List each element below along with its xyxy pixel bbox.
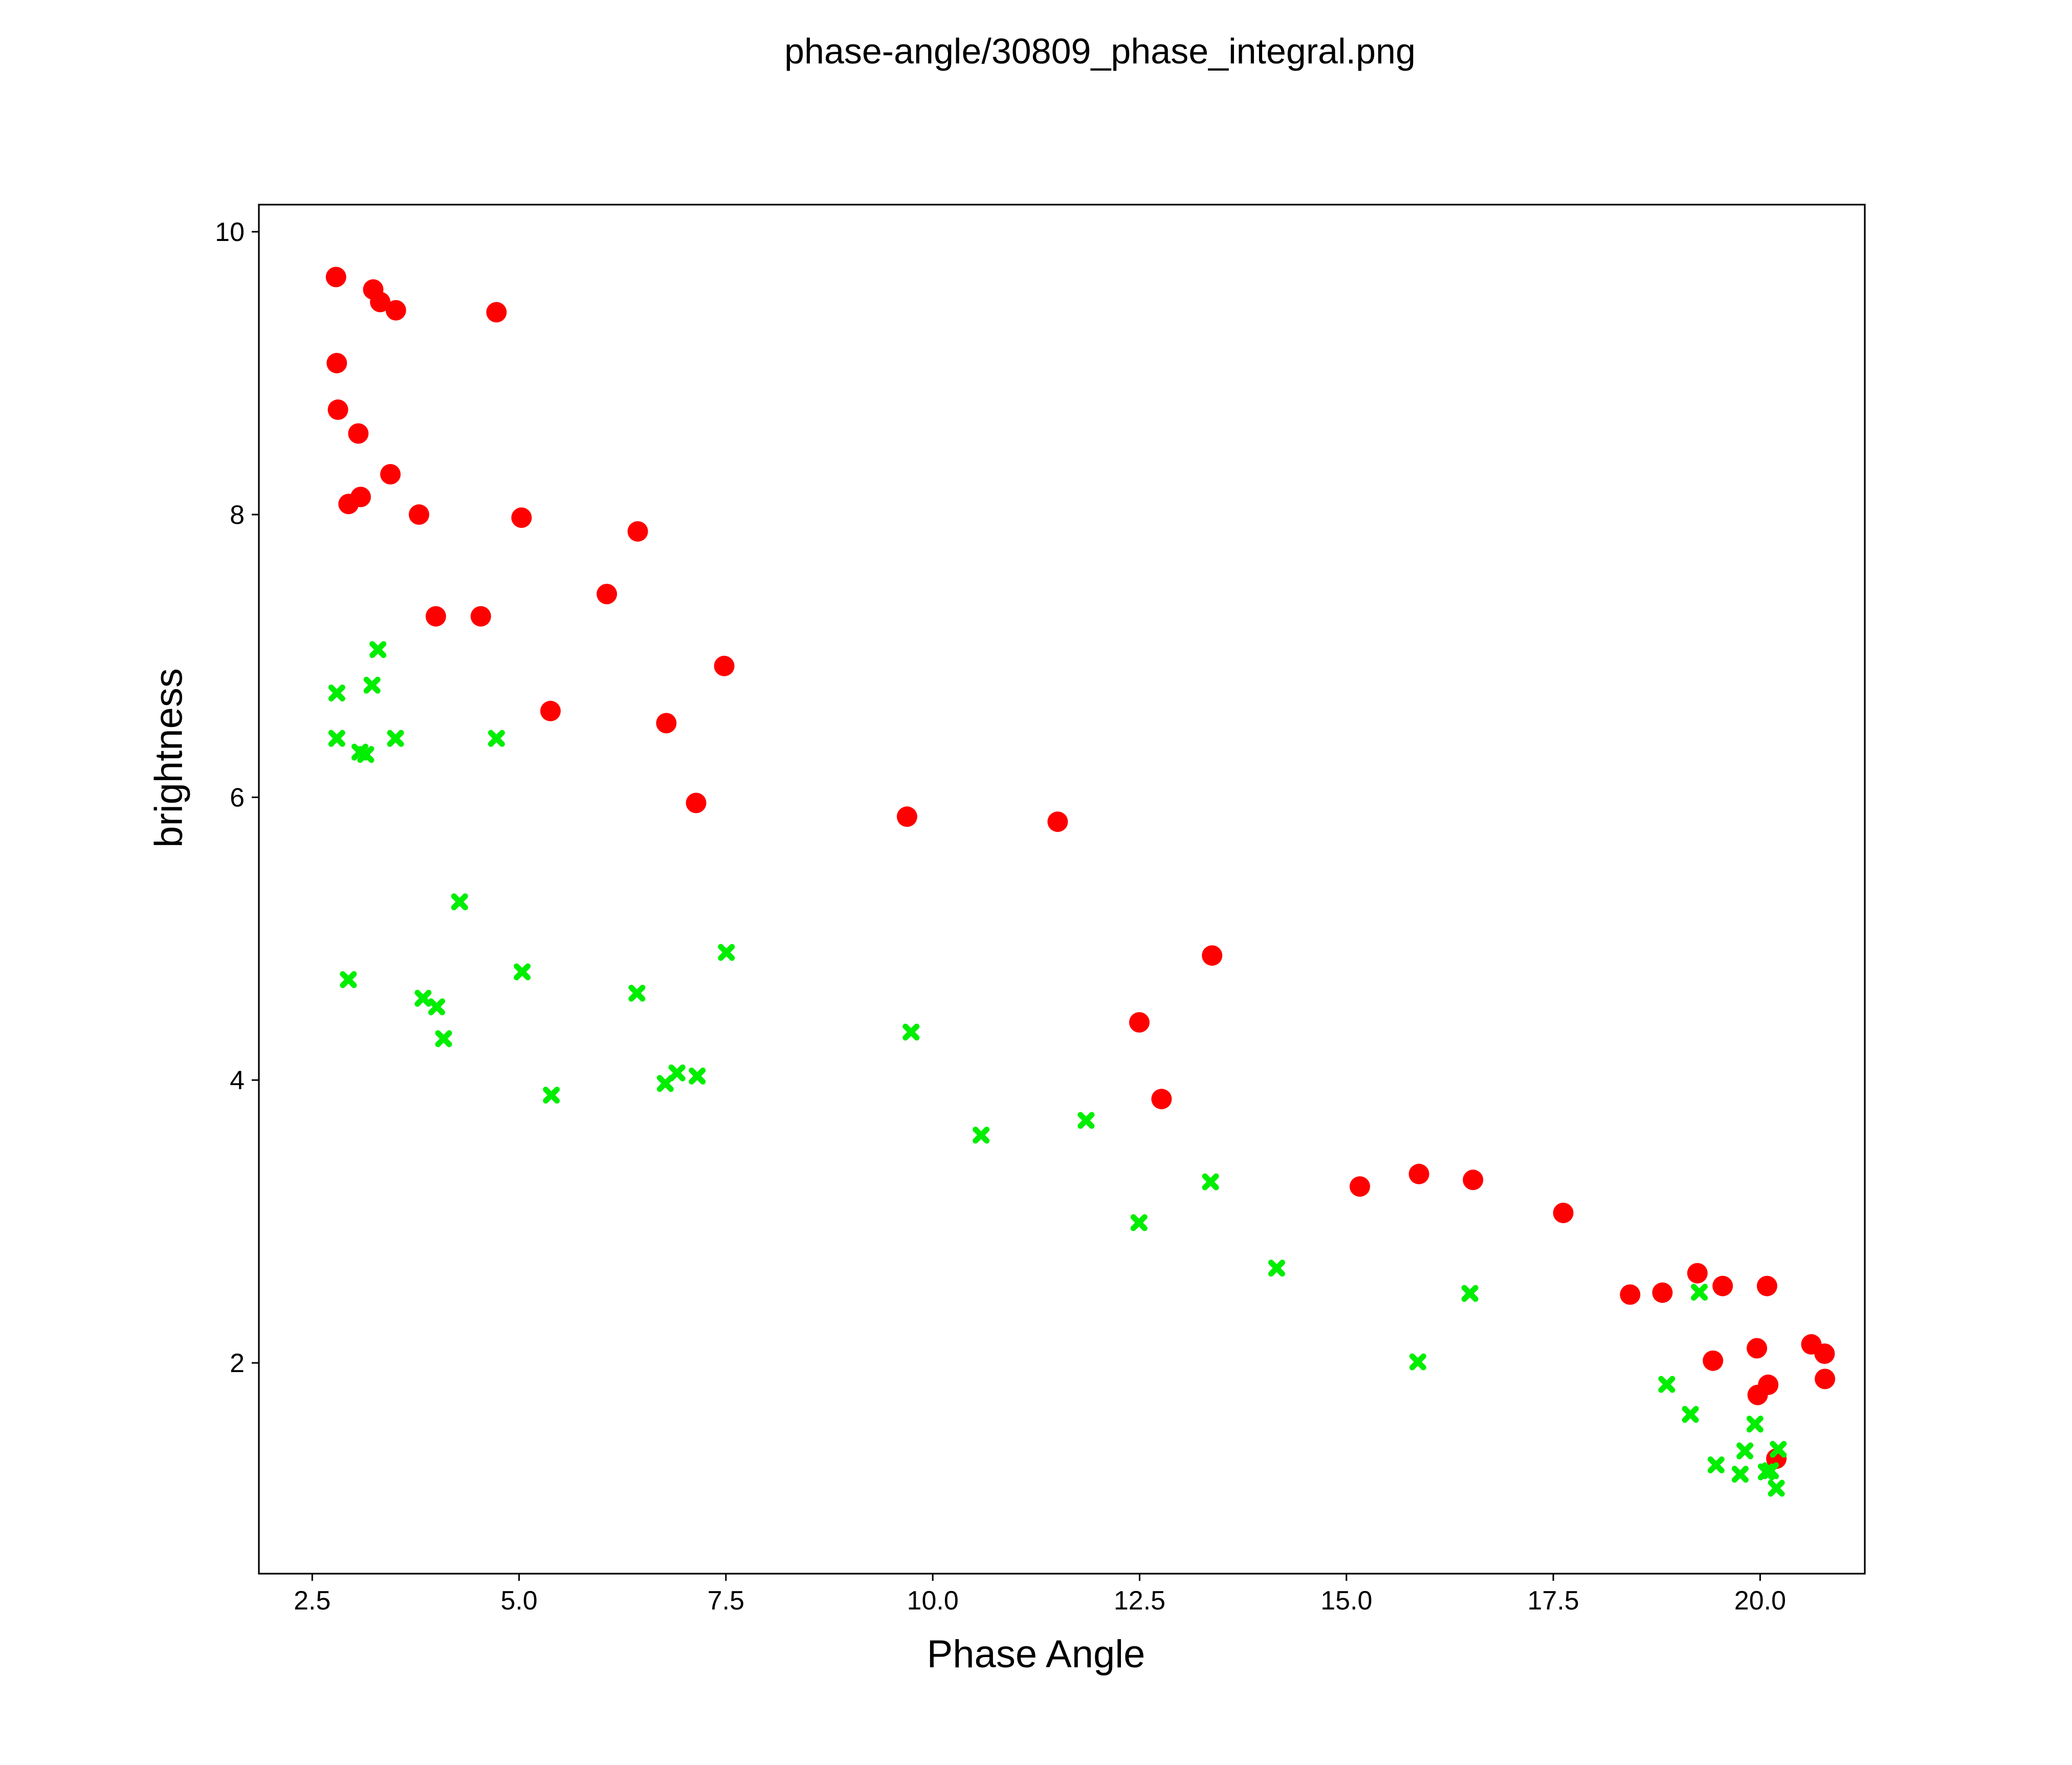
svg-text:10: 10 [215,217,245,247]
svg-text:2: 2 [230,1349,245,1378]
svg-text:17.5: 17.5 [1527,1586,1579,1616]
svg-text:4: 4 [230,1066,245,1095]
svg-text:15.0: 15.0 [1320,1586,1372,1616]
svg-text:5.0: 5.0 [500,1586,537,1616]
svg-text:2.5: 2.5 [294,1586,330,1616]
svg-text:6: 6 [230,783,245,813]
svg-text:12.5: 12.5 [1114,1586,1165,1616]
svg-text:10.0: 10.0 [907,1586,959,1616]
svg-text:20.0: 20.0 [1734,1586,1786,1616]
svg-text:7.5: 7.5 [708,1586,744,1616]
svg-text:8: 8 [230,500,245,530]
